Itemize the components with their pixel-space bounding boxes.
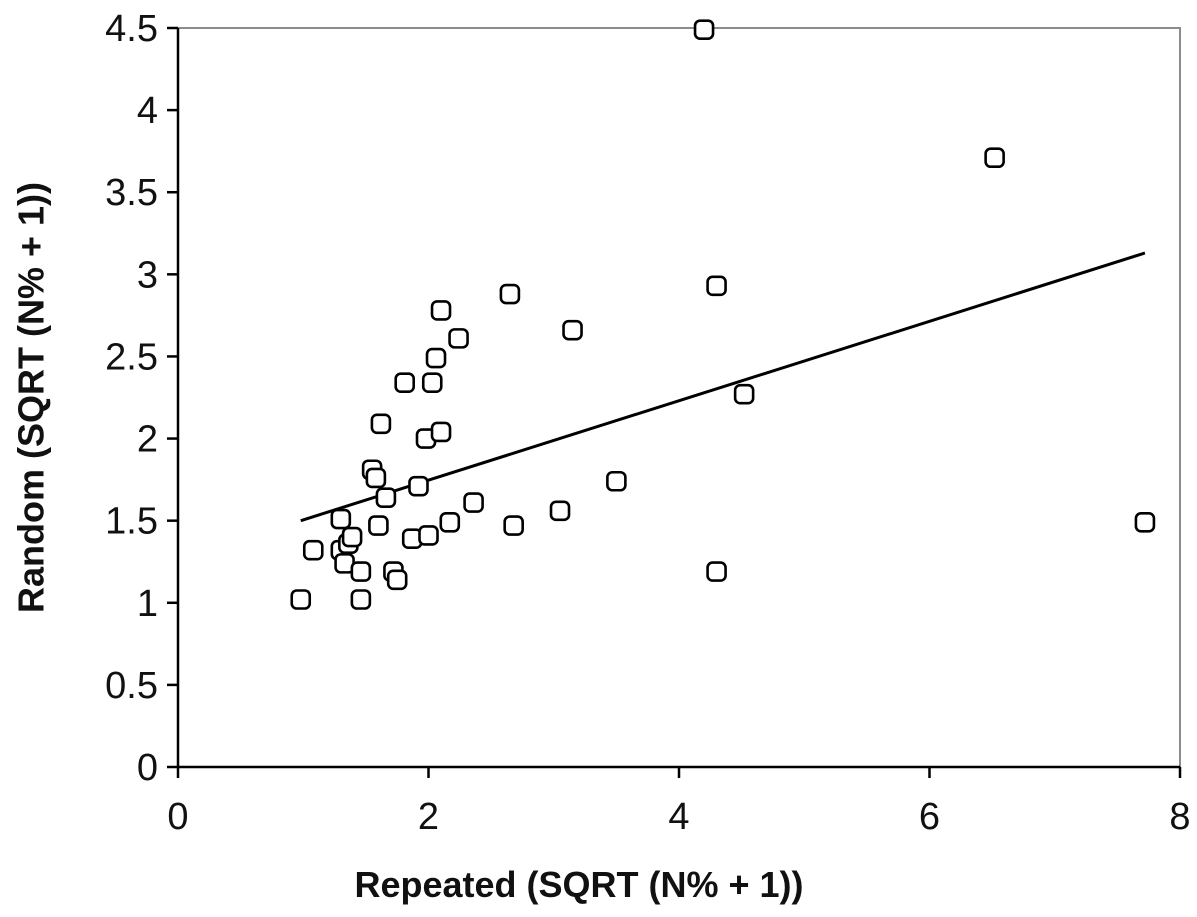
data-point	[408, 475, 429, 497]
x-tick-label: 6	[919, 796, 940, 838]
data-point	[439, 512, 461, 533]
data-point	[418, 525, 439, 546]
y-tick-label: 2.5	[105, 336, 158, 378]
data-point	[706, 561, 727, 582]
y-tick-label: 4	[137, 90, 158, 132]
data-point	[302, 539, 324, 561]
y-tick-label: 3.5	[105, 172, 158, 214]
data-point	[350, 589, 372, 610]
data-point	[370, 413, 392, 435]
data-point	[368, 515, 389, 536]
data-point	[375, 487, 397, 508]
data-point	[430, 421, 452, 443]
y-tick-label: 0	[137, 747, 158, 789]
data-point	[341, 526, 363, 548]
data-point	[425, 347, 447, 369]
data-point	[606, 470, 627, 492]
y-tick-label: 1	[137, 583, 158, 625]
plot-area-border	[177, 27, 1181, 768]
data-point	[733, 383, 755, 405]
y-tick-label: 3	[137, 254, 158, 296]
y-axis-title-group: Random (SQRT (N% + 1))	[11, 182, 52, 613]
y-axis-title: Random (SQRT (N% + 1))	[11, 182, 52, 613]
data-point	[394, 372, 416, 394]
x-tick-label: 0	[167, 796, 188, 838]
data-point	[421, 372, 443, 394]
data-point	[290, 589, 312, 610]
data-point	[430, 300, 452, 321]
data-point	[549, 500, 571, 522]
data-point	[984, 147, 1005, 169]
y-tick-label: 1.5	[105, 501, 158, 543]
y-tick-label: 2	[137, 419, 158, 461]
x-tick-label: 4	[668, 796, 689, 838]
data-point	[386, 569, 408, 591]
trendline	[300, 251, 1146, 523]
y-tick-label: 0.5	[105, 665, 158, 707]
data-point	[1134, 512, 1156, 533]
x-tick-label: 8	[1169, 796, 1190, 838]
data-point	[499, 283, 521, 305]
data-point	[706, 275, 727, 297]
data-point	[365, 467, 387, 489]
data-point	[330, 508, 352, 530]
data-point	[693, 19, 715, 40]
data-point	[503, 515, 524, 536]
data-point	[562, 319, 583, 341]
data-point	[463, 492, 484, 513]
data-point	[350, 561, 372, 582]
data-point	[448, 328, 469, 349]
x-tick-label: 2	[418, 796, 439, 838]
x-axis-title: Repeated (SQRT (N% + 1))	[354, 864, 803, 905]
y-tick-label: 4.5	[105, 8, 158, 50]
